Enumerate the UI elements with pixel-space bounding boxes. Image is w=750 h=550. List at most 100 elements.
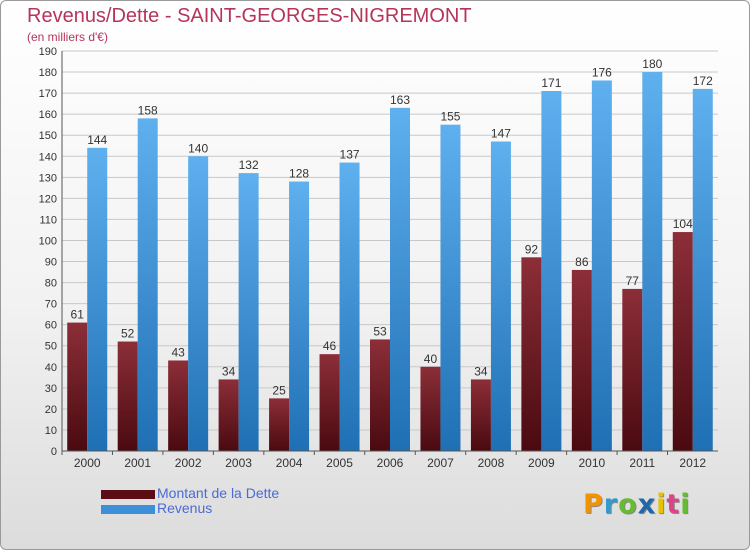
debt-value-label: 77 — [626, 274, 640, 288]
revenue-bar — [541, 91, 562, 451]
debt-bar — [370, 339, 390, 451]
y-tick-label: 50 — [45, 341, 57, 353]
revenue-bar — [390, 107, 410, 451]
revenue-value-label: 176 — [592, 65, 612, 79]
y-tick-label: 190 — [39, 46, 57, 58]
legend-swatch-revenue — [101, 505, 155, 514]
revenue-bar — [137, 118, 158, 452]
legend-label-debt: Montant de la Dette — [157, 485, 280, 501]
debt-value-label: 52 — [121, 327, 135, 341]
revenue-value-label: 180 — [642, 57, 662, 71]
debt-bar — [470, 379, 491, 451]
chart-title: Revenus/Dette - SAINT-GEORGES-NIGREMONT — [27, 5, 472, 27]
y-tick-label: 10 — [45, 425, 57, 437]
logo-letter: o — [618, 489, 638, 520]
debt-bar — [117, 341, 138, 451]
debt-bar — [218, 379, 239, 451]
y-tick-label: 60 — [45, 320, 57, 332]
revenue-bar — [692, 88, 713, 451]
axes — [61, 51, 718, 455]
debt-bar — [168, 360, 189, 451]
debt-value-label: 104 — [673, 217, 693, 231]
revenue-value-label: 155 — [440, 110, 460, 124]
revenue-bar — [490, 141, 511, 452]
y-tick-label: 120 — [39, 193, 57, 205]
logo-letter: i — [656, 489, 667, 520]
debt-value-label: 25 — [272, 383, 286, 397]
debt-value-label: 34 — [474, 364, 488, 378]
x-tick-label: 2007 — [427, 456, 454, 470]
y-tick-label: 110 — [39, 214, 57, 226]
legend-swatch-debt — [101, 490, 155, 499]
revenue-bar — [440, 124, 461, 452]
x-tick-label: 2000 — [74, 456, 101, 470]
revenue-bar — [188, 156, 209, 451]
x-tick-label: 2002 — [175, 456, 202, 470]
revenue-bar — [87, 147, 108, 451]
y-tick-label: 180 — [39, 67, 57, 79]
logo-letter: P — [583, 489, 604, 520]
debt-value-label: 43 — [171, 345, 185, 359]
revenue-value-label: 144 — [87, 133, 107, 147]
revenue-value-label: 137 — [340, 148, 360, 162]
debt-bar — [622, 288, 643, 451]
y-tick-label: 170 — [39, 88, 57, 100]
logo-letter: t — [666, 489, 681, 520]
revenue-value-label: 128 — [289, 167, 309, 181]
revenue-bar — [642, 72, 663, 451]
x-tick-label: 2010 — [578, 456, 605, 470]
debt-bar — [571, 269, 592, 451]
y-tick-label: 160 — [39, 109, 57, 121]
y-tick-label: 0 — [51, 446, 57, 458]
debt-value-label: 53 — [373, 324, 387, 338]
x-tick-label: 2003 — [225, 456, 252, 470]
debt-bar — [269, 398, 290, 451]
logo-letter: i — [680, 489, 691, 520]
chart-subtitle: (en milliers d'€) — [27, 30, 108, 44]
y-tick-label: 40 — [45, 362, 57, 374]
x-tick-label: 2006 — [377, 456, 404, 470]
debt-bar — [319, 354, 340, 451]
debt-value-label: 86 — [575, 255, 589, 269]
x-tick-label: 2011 — [629, 456, 655, 470]
debt-bar — [67, 322, 88, 451]
revenue-value-label: 140 — [188, 141, 208, 155]
debt-bar — [521, 257, 542, 451]
labels: 0 10 20 30 40 50 60 70 80 90 100 110 120 130 140 150 160… — [39, 46, 713, 470]
x-tick-label: 2008 — [478, 456, 505, 470]
revenue-bar — [289, 181, 310, 452]
logo-letter: r — [603, 489, 619, 520]
debt-value-label: 34 — [222, 364, 236, 378]
debt-value-label: 40 — [424, 352, 438, 366]
y-tick-label: 30 — [45, 383, 57, 395]
logo-letter: x — [637, 489, 657, 520]
bars — [67, 72, 713, 452]
y-tick-label: 130 — [39, 172, 57, 184]
revenue-value-label: 147 — [491, 127, 511, 141]
debt-value-label: 46 — [323, 339, 337, 353]
y-tick-label: 150 — [39, 130, 57, 142]
revenue-value-label: 171 — [541, 76, 561, 90]
revenue-bar — [238, 173, 259, 451]
revenue-bar — [339, 162, 360, 451]
y-tick-label: 90 — [45, 257, 57, 269]
revenue-bar — [591, 80, 612, 451]
x-tick-label: 2012 — [679, 456, 706, 470]
y-tick-label: 140 — [39, 151, 57, 163]
x-tick-label: 2005 — [326, 456, 353, 470]
revenue-value-label: 158 — [138, 103, 158, 117]
y-tick-label: 70 — [45, 299, 57, 311]
y-tick-label: 100 — [39, 235, 57, 247]
debt-bar — [672, 232, 693, 451]
x-tick-label: 2001 — [124, 456, 151, 470]
revenue-value-label: 132 — [239, 158, 259, 172]
legend-label-revenue: Revenus — [157, 500, 213, 516]
x-tick-label: 2009 — [528, 456, 555, 470]
revenue-value-label: 163 — [390, 93, 410, 107]
proxiti-logo: Proxiti — [583, 489, 691, 520]
debt-value-label: 92 — [525, 242, 539, 256]
revenue-value-label: 172 — [693, 74, 713, 88]
y-tick-label: 80 — [45, 278, 57, 290]
